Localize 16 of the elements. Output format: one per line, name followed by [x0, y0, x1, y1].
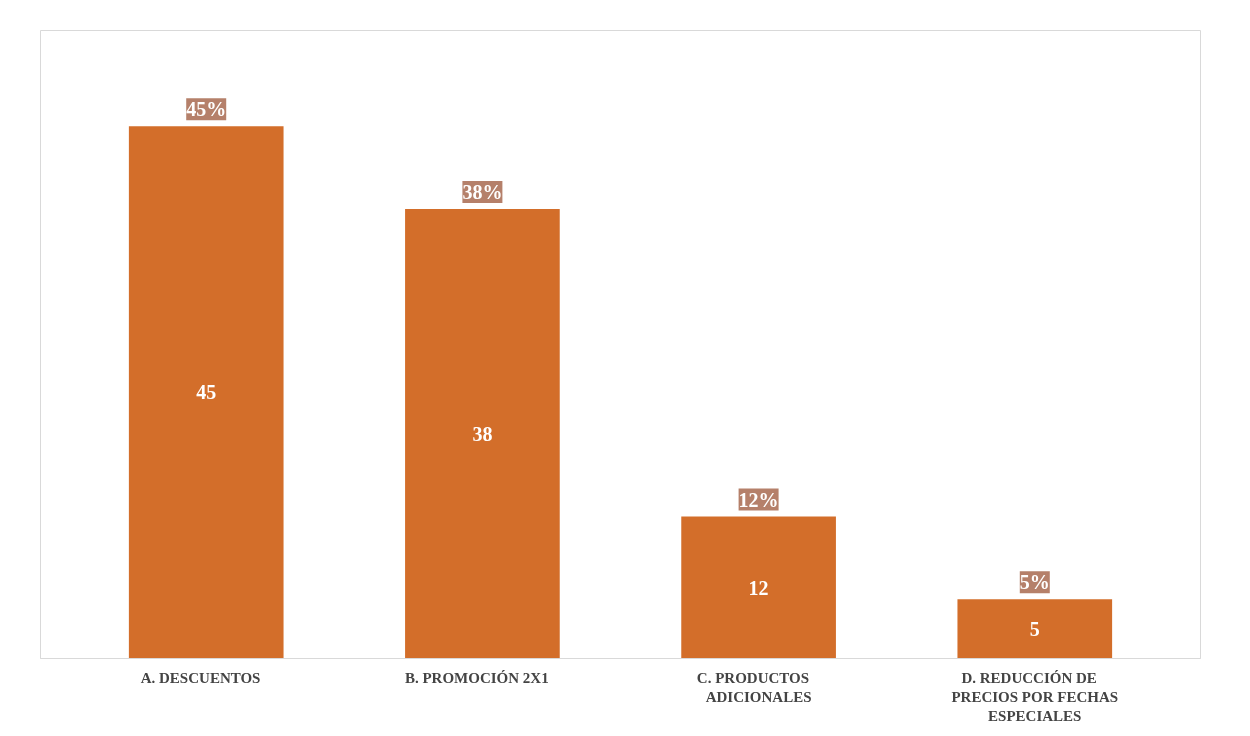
bar [128, 126, 284, 659]
data-label: 5 [1029, 617, 1040, 640]
bar [681, 516, 836, 659]
data-label: 45 [196, 381, 217, 404]
bar [405, 209, 560, 659]
bar [957, 599, 1113, 659]
x-tick-label: D. REDUCCIÓN DE PRECIOS POR FECHAS ESPECIALES [951, 669, 1119, 724]
x-tick-label: A. DESCUENTOS [140, 669, 261, 686]
x-tick-label: C. PRODUCTOS ADICIONALES [696, 669, 812, 705]
annotation: 12% [738, 488, 779, 511]
annotation: 38% [462, 181, 503, 204]
annotation: 45% [186, 98, 227, 121]
data-label: 12 [748, 576, 769, 599]
x-tick-label: B. PROMOCIÓN 2X1 [404, 669, 549, 686]
annotation: 5% [1019, 571, 1050, 594]
data-label: 38 [472, 422, 493, 445]
